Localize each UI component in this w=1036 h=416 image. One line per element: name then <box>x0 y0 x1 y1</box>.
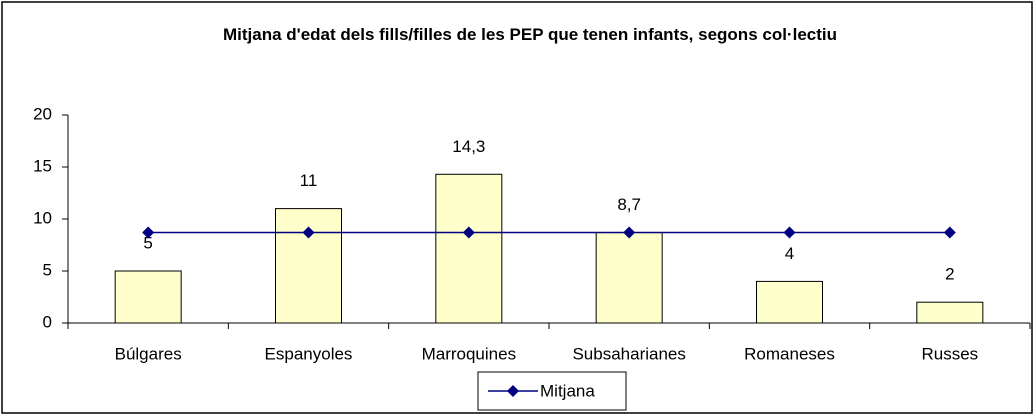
bar <box>435 173 503 324</box>
x-tick-label: Marroquines <box>422 344 517 363</box>
y-tick-label: 20 <box>33 104 52 123</box>
y-tick-label: 15 <box>33 156 52 175</box>
y-tick-label: 5 <box>43 260 52 279</box>
x-tick-label: Búlgares <box>115 344 182 363</box>
data-label: 5 <box>143 233 152 252</box>
x-tick-label: Espanyoles <box>265 344 353 363</box>
line-marker <box>783 226 796 239</box>
y-tick-label: 10 <box>33 208 52 227</box>
chart-title: Mitjana d'edat dels fills/filles de les … <box>223 25 837 44</box>
line-marker <box>943 226 956 239</box>
legend-label: Mitjana <box>540 381 595 400</box>
line-marker <box>302 226 315 239</box>
data-label: 4 <box>785 244 794 263</box>
y-tick-label: 0 <box>43 312 52 331</box>
line-marker <box>623 226 636 239</box>
bar <box>756 280 823 324</box>
bar <box>275 208 342 324</box>
legend: Mitjana <box>477 371 627 411</box>
bar <box>916 301 984 324</box>
legend-marker <box>507 385 519 397</box>
x-tick-label: Russes <box>921 344 978 363</box>
x-tick-label: Romaneses <box>744 344 835 363</box>
data-label: 8,7 <box>617 195 641 214</box>
data-label: 11 <box>300 171 318 190</box>
bar <box>595 232 663 324</box>
bar <box>114 270 182 324</box>
line-marker <box>142 226 155 239</box>
data-label: 14,3 <box>452 137 485 156</box>
data-label: 2 <box>945 265 954 284</box>
x-tick-label: Subsaharianes <box>572 344 685 363</box>
line-marker <box>462 226 475 239</box>
